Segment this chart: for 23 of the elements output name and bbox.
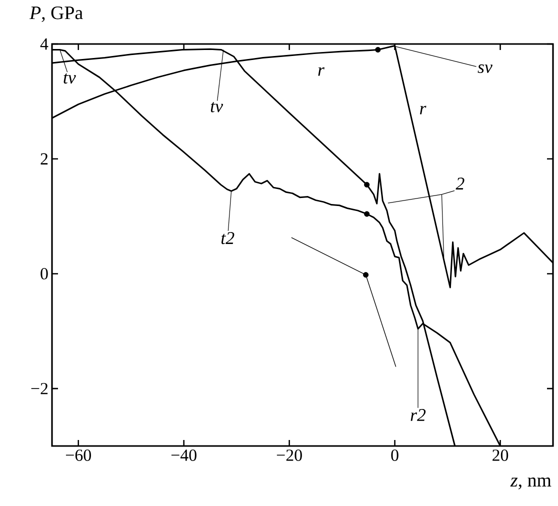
annotation: r <box>318 67 324 76</box>
x-tick-label: −40 <box>171 450 196 461</box>
annotation: r <box>420 106 426 114</box>
annotation: sv <box>478 64 492 74</box>
y-tick-label: 0 <box>40 268 48 280</box>
annotation: 2 <box>456 178 464 190</box>
point <box>362 272 369 278</box>
y-axis-title: P, GPa <box>29 6 83 22</box>
y-tick-label: 2 <box>40 153 48 164</box>
annotation: tv <box>210 102 224 112</box>
point <box>375 46 381 53</box>
x-tick-label: −60 <box>66 450 91 461</box>
x-tick-label: 20 <box>492 450 508 461</box>
x-tick-label: −20 <box>276 450 302 461</box>
y-tick-label: −2 <box>31 382 48 394</box>
y-tick-label: 4 <box>40 38 48 50</box>
point <box>364 211 370 217</box>
x-axis-title: z, nm <box>510 478 552 490</box>
x-tick-label: 0 <box>391 450 398 461</box>
annotation: tv <box>64 73 76 84</box>
annotation: r2 <box>410 409 426 421</box>
point <box>364 182 370 188</box>
annotation: t2 <box>221 232 234 244</box>
